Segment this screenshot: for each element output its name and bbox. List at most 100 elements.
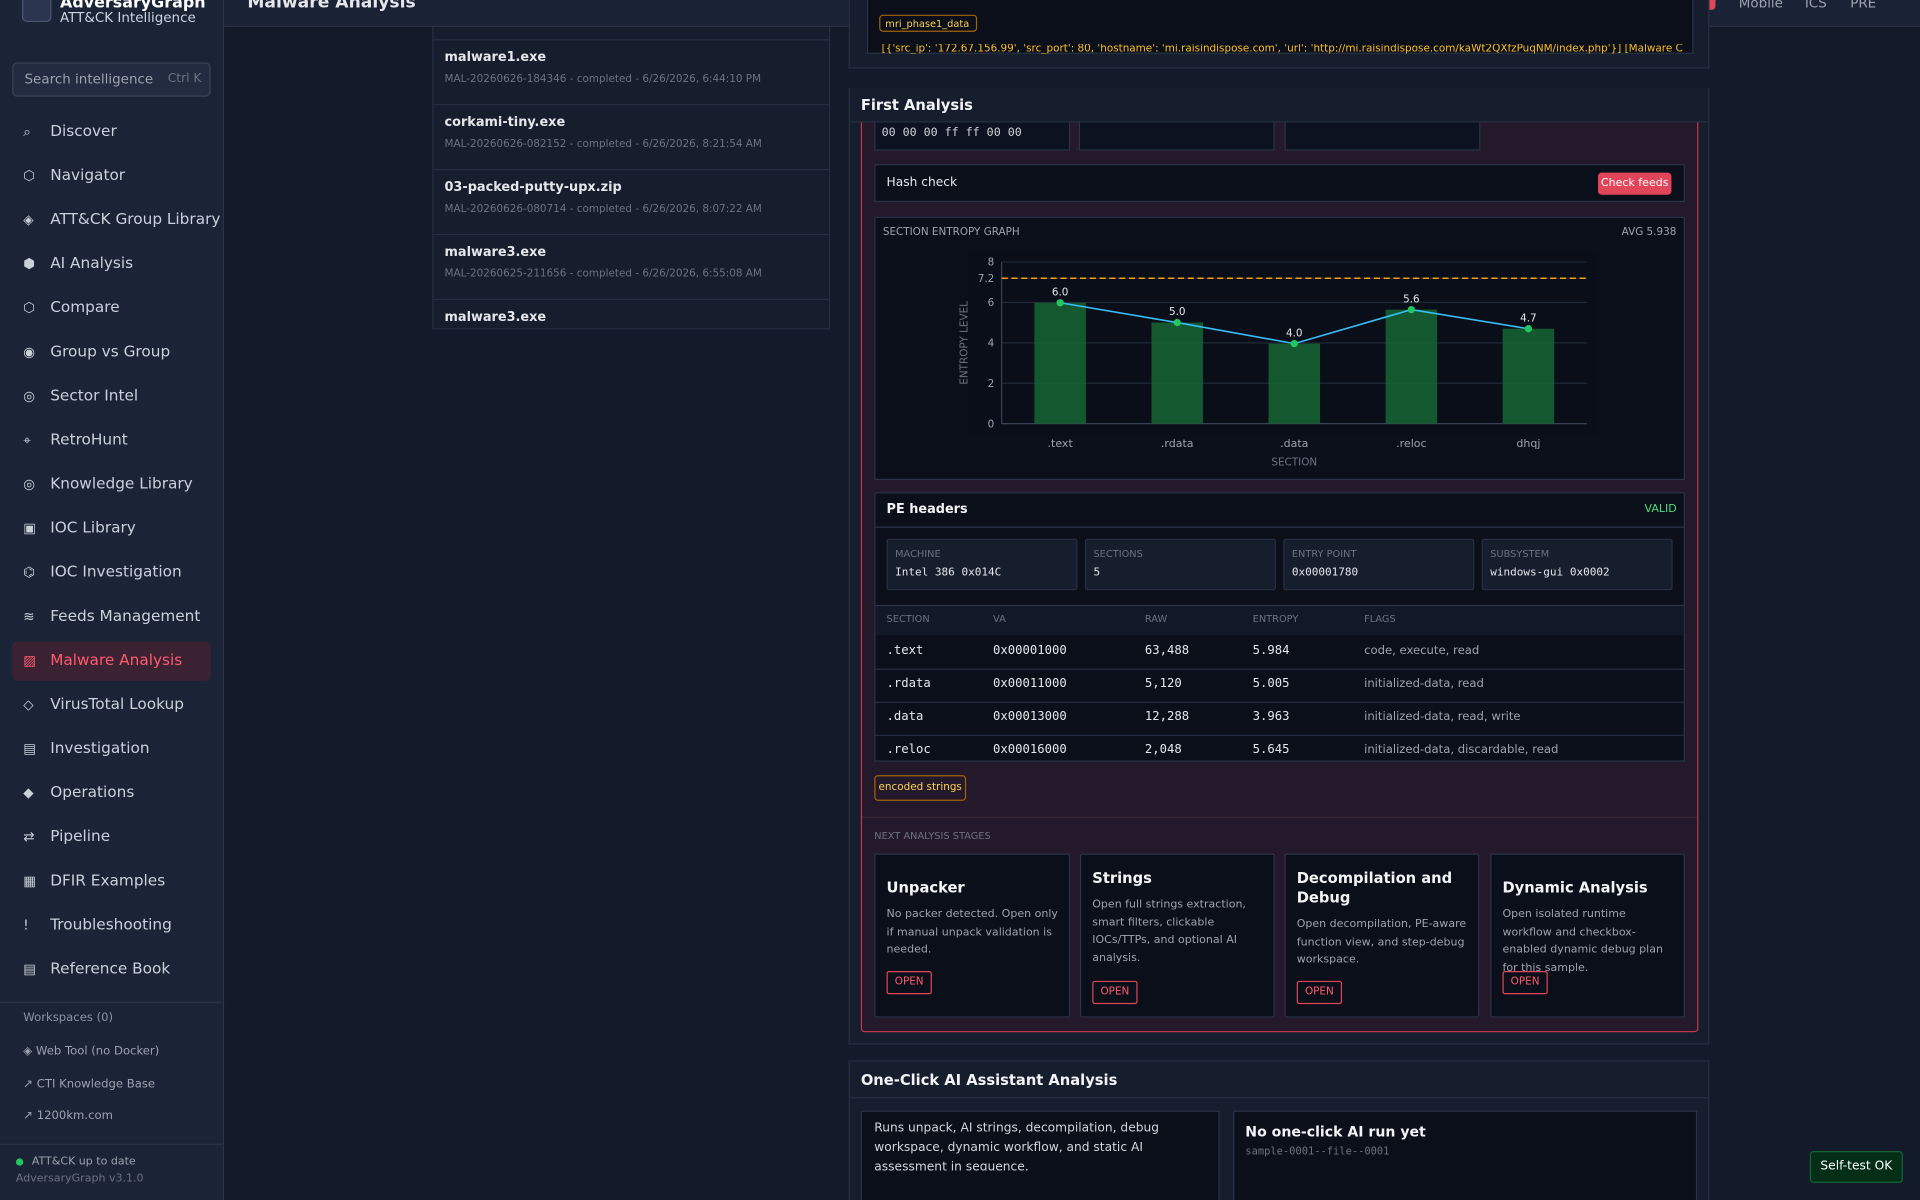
nav-active [12,641,211,681]
version: AdversaryGraph v3.1.0 [15,1173,144,1186]
nav-item[interactable]: Compare [50,297,120,316]
self-test[interactable]: Self-test OK [1809,1151,1903,1183]
stage-title: Strings [1092,869,1152,887]
matrix-tab[interactable]: ICS [1804,0,1827,12]
ai-status: No one-click AI run yet [1245,1122,1426,1140]
table-cell: initialized-data, read [1364,677,1484,691]
search-shortcut: Ctrl K [167,72,202,86]
stage-card [874,853,1071,1018]
stage-open[interactable]: OPEN [886,971,932,995]
nav-icon: ◉ [23,344,36,360]
hash-check: Hash check [886,176,958,190]
strings-chip[interactable]: encoded strings [874,775,967,801]
nav-item[interactable]: RetroHunt [50,429,128,449]
nav-item[interactable]: Feeds Management [50,606,201,625]
sidebar-link[interactable]: ↗ 1200km.com [23,1109,113,1123]
row-divider [875,701,1684,703]
stage-title: Unpacker [886,879,965,897]
nav-item[interactable]: Discover [50,121,117,140]
nav-item[interactable]: VirusTotal Lookup [50,694,184,713]
column-header: VA [993,613,1006,625]
nav-item[interactable]: AI Analysis [50,253,134,272]
nav-item[interactable]: Investigation [50,738,150,757]
nav-icon: ◎ [23,476,36,493]
sample-divider [432,104,831,106]
nav-item[interactable]: ATT&CK Group Library [50,209,221,228]
sidebar-link[interactable]: ◈ Web Tool (no Docker) [23,1044,160,1058]
stages-divider [862,816,1698,818]
stages-title: NEXT ANALYSIS STAGES [874,830,991,842]
analysis-title: First Analysis [860,96,973,114]
hex-box [874,120,1071,151]
sidebar-divider [0,1001,225,1003]
sample-meta: MAL-20260626-184346 - completed - 6/26/2… [444,73,762,86]
table-cell: 0x00011000 [993,677,1067,691]
nav-item[interactable]: IOC Library [50,517,136,537]
table-cell: 63,488 [1144,644,1190,658]
table-cell: .reloc [886,743,931,757]
sample-name[interactable]: 03-packed-putty-upx.zip [444,180,622,195]
ioc-box [866,0,1694,54]
sample-list [432,26,831,330]
plot-bg [967,251,1598,435]
nav-item[interactable]: DFIR Examples [50,870,166,889]
nav-item[interactable]: Sector Intel [50,385,139,405]
row-divider [875,734,1684,736]
stage-text: Open decompilation, PE-aware function vi… [1296,918,1467,967]
nav-item[interactable]: Malware Analysis [50,650,183,669]
nav-icon: ⬡ [23,300,36,316]
nav-icon: ◆ [23,784,34,801]
sample-name[interactable]: corkami-tiny.exe [444,115,566,130]
nav-icon: ⌖ [23,432,31,449]
sample-meta: MAL-20260625-211656 - completed - 6/26/2… [444,268,762,281]
pe-status: VALID [1644,503,1677,516]
nav-item[interactable]: Pipeline [50,826,111,845]
table-cell: 5,120 [1144,677,1182,691]
nav-icon: ⬢ [23,255,36,272]
table-cell: .data [886,710,924,724]
matrix-tab[interactable]: Mobile [1738,0,1783,12]
nav-icon: ◈ [23,211,34,228]
sample-name[interactable]: malware3.exe [444,309,547,325]
stage-open[interactable]: OPEN [1502,971,1548,995]
pe-card-label: ENTRY POINT [1291,548,1357,560]
table-cell: 12,288 [1144,710,1190,724]
pe-card-value: Intel 386 0x014C [895,566,1002,580]
table-cell: 3.963 [1252,710,1290,724]
column-header: RAW [1144,613,1168,625]
stage-open[interactable]: OPEN [1092,980,1138,1005]
check-button[interactable]: Check feeds [1597,172,1672,195]
matrix-tab[interactable]: PRE [1850,0,1877,12]
sample-name[interactable]: malware1.exe [444,50,547,65]
pe-card [1084,538,1276,591]
pe-card-value: 5 [1093,566,1101,580]
stage-title: Decompilation and Debug [1296,869,1453,907]
nav-icon: ▦ [23,873,37,889]
stage-title: Dynamic Analysis [1502,879,1648,897]
column-header: SECTION [886,613,930,625]
nav-item[interactable]: Knowledge Library [50,473,193,493]
status: ATT&CK up to date [31,1155,136,1169]
sample-name[interactable]: malware3.exe [444,244,547,260]
hex-box [1284,120,1481,151]
stage-text: Open isolated runtime workflow and check… [1502,908,1663,975]
sample-divider [432,168,831,171]
ai-header [849,1060,1709,1099]
nav-item[interactable]: Operations [50,782,135,801]
nav-item[interactable]: IOC Investigation [50,562,182,581]
table-cell: .text [886,644,924,658]
nav-item[interactable]: Navigator [50,165,126,184]
stage-open[interactable]: OPEN [1296,980,1343,1005]
hex-value: 00 00 00 ff ff 00 00 [881,126,1022,140]
search-box[interactable] [12,62,211,97]
search-placeholder: Search intelligence [24,71,154,87]
nav-item[interactable]: Reference Book [50,958,171,978]
nav-icon: ▨ [23,652,37,669]
nav-item[interactable]: Troubleshooting [50,914,172,934]
ai-desc: Runs unpack, AI strings, decompilation, … [874,1121,1160,1171]
sidebar-link[interactable]: ↗ CTI Knowledge Base [23,1076,156,1091]
table-cell: 5.005 [1252,677,1290,691]
table-cell: 5.645 [1252,743,1290,757]
nav-item[interactable]: Group vs Group [50,341,171,360]
